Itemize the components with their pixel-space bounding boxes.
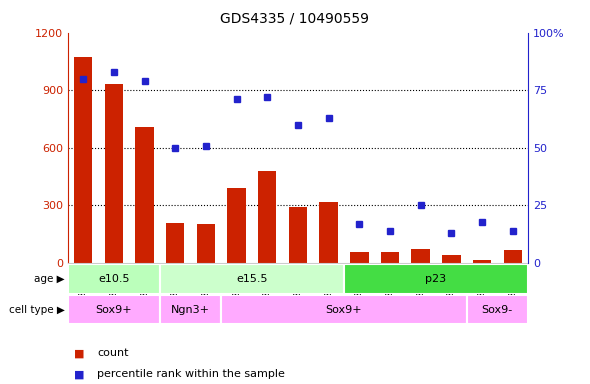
Bar	[350, 253, 369, 263]
Bar	[74, 56, 93, 263]
Bar	[258, 171, 277, 263]
Text: Ngn3+: Ngn3+	[171, 305, 210, 315]
Bar	[503, 250, 522, 263]
Bar	[160, 264, 344, 294]
Bar	[160, 295, 221, 324]
Bar	[411, 249, 430, 263]
Text: Sox9+: Sox9+	[326, 305, 362, 315]
Text: e15.5: e15.5	[236, 274, 268, 284]
Bar	[227, 188, 246, 263]
Bar	[135, 127, 154, 263]
Bar	[381, 253, 399, 263]
Bar	[467, 295, 528, 324]
Text: percentile rank within the sample: percentile rank within the sample	[97, 369, 285, 379]
Text: Sox9+: Sox9+	[96, 305, 132, 315]
Text: cell type ▶: cell type ▶	[9, 305, 65, 315]
Bar	[319, 202, 338, 263]
Bar	[442, 255, 461, 263]
Bar	[68, 264, 160, 294]
Text: ■: ■	[74, 348, 84, 358]
Bar	[289, 207, 307, 263]
Bar	[196, 223, 215, 263]
Text: GDS4335 / 10490559: GDS4335 / 10490559	[221, 12, 369, 25]
Text: ■: ■	[74, 369, 84, 379]
Text: count: count	[97, 348, 129, 358]
Bar	[166, 223, 185, 263]
Text: p23: p23	[425, 274, 447, 284]
Text: age ▶: age ▶	[34, 274, 65, 284]
Bar	[221, 295, 467, 324]
Bar	[68, 295, 160, 324]
Text: e10.5: e10.5	[98, 274, 130, 284]
Bar	[104, 84, 123, 263]
Bar	[473, 260, 491, 263]
Bar	[344, 264, 528, 294]
Text: Sox9-: Sox9-	[482, 305, 513, 315]
